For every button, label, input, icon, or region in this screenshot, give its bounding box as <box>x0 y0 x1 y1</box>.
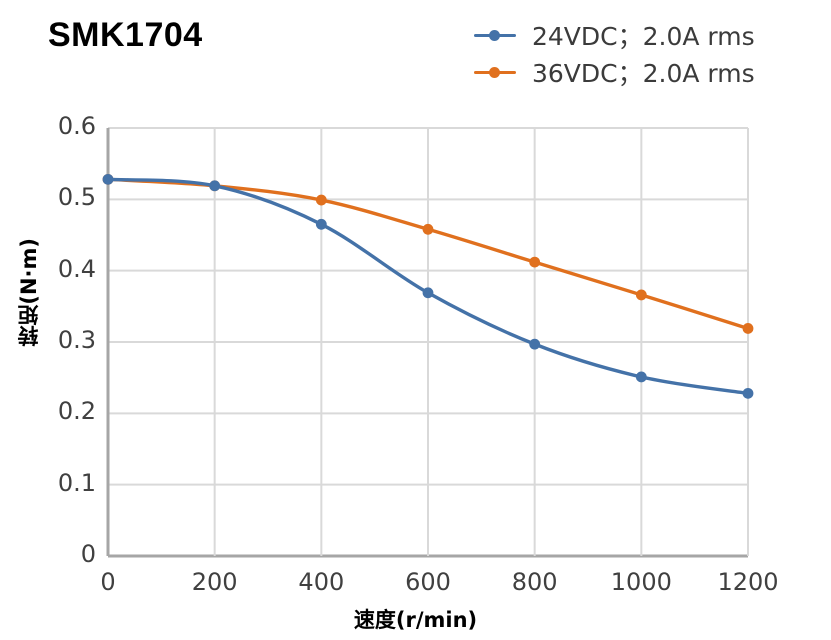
legend-marker-36vdc <box>489 66 500 78</box>
data-point-marker <box>529 338 541 350</box>
x-tick-label: 0 <box>100 568 116 596</box>
data-point-marker <box>422 223 434 235</box>
x-tick-label: 200 <box>191 568 238 596</box>
y-tick-label: 0.6 <box>57 112 96 140</box>
legend-item-0[interactable]: 24VDC；2.0A rms <box>474 16 824 53</box>
data-point-marker <box>315 194 327 206</box>
x-tick-label: 800 <box>511 568 558 596</box>
y-tick-label: 0 <box>80 540 96 568</box>
data-point-marker <box>529 256 541 268</box>
legend-label-36vdc: 36VDC；2.0A rms <box>532 58 755 88</box>
y-tick-label: 0.5 <box>57 183 96 212</box>
legend-marker-24vdc <box>489 29 500 41</box>
y-tick-label: 0.3 <box>57 326 96 354</box>
data-point-marker <box>422 287 434 299</box>
data-point-marker <box>742 387 754 399</box>
data-point-marker <box>742 323 754 334</box>
plot-svg <box>102 127 754 558</box>
y-tick-label: 0.4 <box>57 254 96 283</box>
y-tick-label: 0.2 <box>57 397 96 426</box>
chart-title: SMK1704 <box>48 16 203 54</box>
data-point-marker <box>315 218 327 230</box>
x-axis-title: 速度(r/min) <box>353 608 478 632</box>
legend-item-1[interactable]: 36VDC；2.0A rms <box>474 53 824 90</box>
legend-swatch-36vdc <box>474 65 516 79</box>
x-tick-label: 1000 <box>610 568 672 596</box>
chart-legend: 24VDC；2.0A rms 36VDC；2.0A rms <box>474 16 824 90</box>
plot-area <box>102 127 754 558</box>
x-tick-label: 600 <box>405 568 451 596</box>
y-axis-title: 转矩(N·m) <box>17 238 41 347</box>
legend-label-24vdc: 24VDC；2.0A rms <box>532 21 755 51</box>
x-tick-label: 400 <box>298 568 345 596</box>
data-point-marker <box>209 180 221 192</box>
y-tick-label: 0.1 <box>57 468 96 497</box>
data-point-marker <box>102 173 114 185</box>
x-tick-label: 1200 <box>717 568 779 596</box>
legend-swatch-24vdc <box>474 28 516 42</box>
data-point-marker <box>635 289 647 301</box>
data-point-marker <box>635 371 647 383</box>
